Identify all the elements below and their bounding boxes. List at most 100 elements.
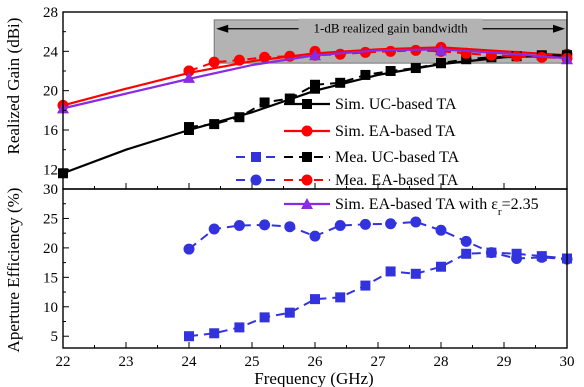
x-tick-label: 29 (497, 354, 512, 370)
gain-series-mea-uc-based-ta-marker (209, 119, 220, 130)
gain-series-mea-ea-based-ta-marker (183, 65, 195, 77)
efficiency-series-ea-based-ta-marker (183, 243, 195, 255)
efficiency-series-uc-based-ta-marker (184, 331, 194, 342)
efficiency-series-ea-based-ta-marker (359, 218, 371, 230)
efficiency-series-uc-based-ta-marker (385, 266, 396, 277)
legend-marker (302, 152, 312, 162)
legend-marker (301, 198, 313, 209)
efficiency-series-uc-based-ta-marker (259, 312, 270, 323)
legend-label: Sim. EA-based TA with εr=2.35 (335, 196, 539, 218)
efficiency-series-uc-based-ta-marker (360, 280, 371, 291)
gain-series-mea-uc-based-ta-marker (385, 66, 396, 76)
gain-series-sim-ea-based-ta-with-r-2-35-marker (309, 49, 321, 61)
gain-series-mea-uc-based-ta-marker (234, 112, 245, 123)
efficiency-series-uc-based-ta-marker (234, 322, 245, 333)
legend-item-mea-uc-based-ta: Mea. UC-based TA (236, 149, 460, 166)
legend: Sim. UC-based TA Sim. EA-based TA Mea. UC-… (236, 96, 539, 218)
gain-series-mea-uc-based-ta-marker (335, 77, 346, 88)
legend-item-sim-uc-based-ta: Sim. UC-based TA (284, 96, 457, 113)
x-tick-label: 27 (371, 354, 387, 370)
legend-marker-efficiency (250, 174, 262, 186)
x-tick-label: 28 (434, 354, 449, 370)
legend-label: Sim. UC-based TA (335, 96, 457, 113)
gain-series-mea-ea-based-ta-marker (460, 47, 472, 59)
efficiency-series-ea-based-ta-marker (511, 252, 523, 264)
gain-panel: 1-dB realized gain bandwidth 12 16 20 24 28 (43, 5, 573, 190)
legend-label: Sim. EA-based TA (335, 123, 456, 140)
gain-series-mea-ea-based-ta-line (188, 49, 568, 72)
efficiency-series-uc-based-ta-marker (284, 307, 295, 318)
gain-series-mea-uc-based-ta-marker (310, 79, 320, 90)
gain-series-mea-uc-based-ta-marker (436, 58, 446, 69)
gain-series-mea-uc-based-ta-line (188, 54, 567, 129)
efficiency-series-ea-based-ta-marker (485, 247, 497, 259)
gain-y-axis-label: Realized Gain (dBi) (4, 18, 23, 155)
efficiency-y-tick-label: 5 (51, 329, 59, 345)
x-tick-label: 25 (245, 354, 260, 370)
efficiency-series-uc-based-ta-marker (310, 294, 320, 305)
efficiency-y-tick-label: 10 (43, 300, 58, 316)
gain-series-mea-ea-based-ta-marker (385, 45, 397, 57)
gain-y-tick-label: 16 (43, 123, 59, 139)
x-axis-label: Frequency (GHz) (254, 369, 373, 387)
efficiency-series-ea-based-ta-marker (410, 216, 422, 228)
efficiency-series-ea-based-ta-marker (460, 235, 472, 247)
bandwidth-label-bg (298, 18, 483, 35)
x-tick-label: 22 (56, 354, 71, 370)
efficiency-series-ea-based-ta-marker (334, 220, 346, 232)
efficiency-series-ea-based-ta-line (188, 220, 568, 261)
legend-item-sim-ea-based-ta-with-r-2-35: Sim. EA-based TA with εr=2.35 (284, 196, 539, 218)
efficiency-y-tick-label: 25 (43, 211, 58, 227)
efficiency-series-uc-based-ta-marker (209, 328, 220, 339)
bandwidth-arrow-left (216, 24, 229, 33)
legend-marker-efficiency (251, 152, 261, 162)
efficiency-series-ea-based-ta-marker (435, 224, 447, 236)
gain-y-tick-label: 28 (43, 5, 58, 21)
gain-series-mea-ea-based-ta-marker (208, 56, 220, 68)
legend-item-sim-ea-based-ta: Sim. EA-based TA (284, 123, 456, 140)
efficiency-series-uc-based-ta-marker (410, 268, 421, 279)
gain-series-sim-ea-based-ta-with-r-2-35-marker (183, 71, 195, 83)
legend-marker (302, 99, 312, 109)
efficiency-series-uc-based-ta-marker (335, 292, 346, 303)
gain-series-mea-uc-based-ta-marker (410, 63, 421, 74)
bandwidth-annotation: 1-dB realized gain bandwidth (314, 21, 469, 36)
legend-label: Mea. UC-based TA (335, 149, 460, 166)
gain-series-mea-ea-based-ta-marker (511, 50, 523, 62)
efficiency-series-ea-based-ta-marker (259, 219, 271, 231)
legend-marker (301, 174, 313, 186)
efficiency-series-ea-based-ta-marker (385, 218, 397, 230)
gain-series-mea-ea-based-ta-marker (233, 54, 245, 66)
efficiency-y-tick-label: 20 (43, 241, 58, 257)
efficiency-y-tick-label: 30 (43, 182, 58, 198)
x-tick-label: 26 (308, 354, 324, 370)
gain-series-mea-uc-based-ta-marker (461, 54, 472, 65)
x-tick-label: 24 (182, 354, 198, 370)
efficiency-series-ea-based-ta-marker (309, 230, 321, 242)
efficiency-series-uc-based-ta-line (188, 251, 568, 338)
efficiency-series-ea-based-ta-marker (233, 220, 245, 232)
x-tick-label: 23 (119, 354, 134, 370)
legend-item-mea-ea-based-ta: Mea. EA-based TA (236, 172, 459, 189)
efficiency-series-ea-based-ta-marker (208, 223, 220, 235)
gain-series-mea-ea-based-ta-marker (259, 51, 271, 63)
efficiency-series-uc-based-ta-marker (436, 261, 446, 272)
efficiency-series-ea-based-ta-marker (284, 221, 296, 233)
gain-y-tick-label: 12 (43, 162, 58, 178)
x-tick-label: 30 (560, 354, 575, 370)
efficiency-y-axis-label: Aperture Efficiency (%) (4, 188, 23, 353)
gain-series-mea-uc-based-ta-marker (360, 69, 371, 80)
bandwidth-arrow-right (553, 24, 565, 33)
efficiency-series-uc-based-ta-marker (461, 248, 472, 259)
gain-series-sim-ea-based-ta-with-r-2-35-marker (435, 44, 447, 56)
gain-y-tick-label: 20 (43, 84, 58, 100)
efficiency-panel: 5 10 15 20 25 30 22 23 24 25 26 27 28 29 30 (43, 182, 575, 370)
gain-y-tick-label: 24 (43, 44, 59, 60)
gain-series-mea-uc-based-ta-marker (284, 93, 295, 104)
gain-series-mea-uc-based-ta-marker (184, 122, 194, 133)
gain-series-sim-uc-based-ta-line (62, 54, 568, 175)
legend-label: Mea. EA-based TA (335, 172, 459, 189)
gain-series-mea-uc-based-ta-marker (259, 97, 270, 108)
efficiency-series-ea-based-ta-marker (536, 251, 548, 263)
